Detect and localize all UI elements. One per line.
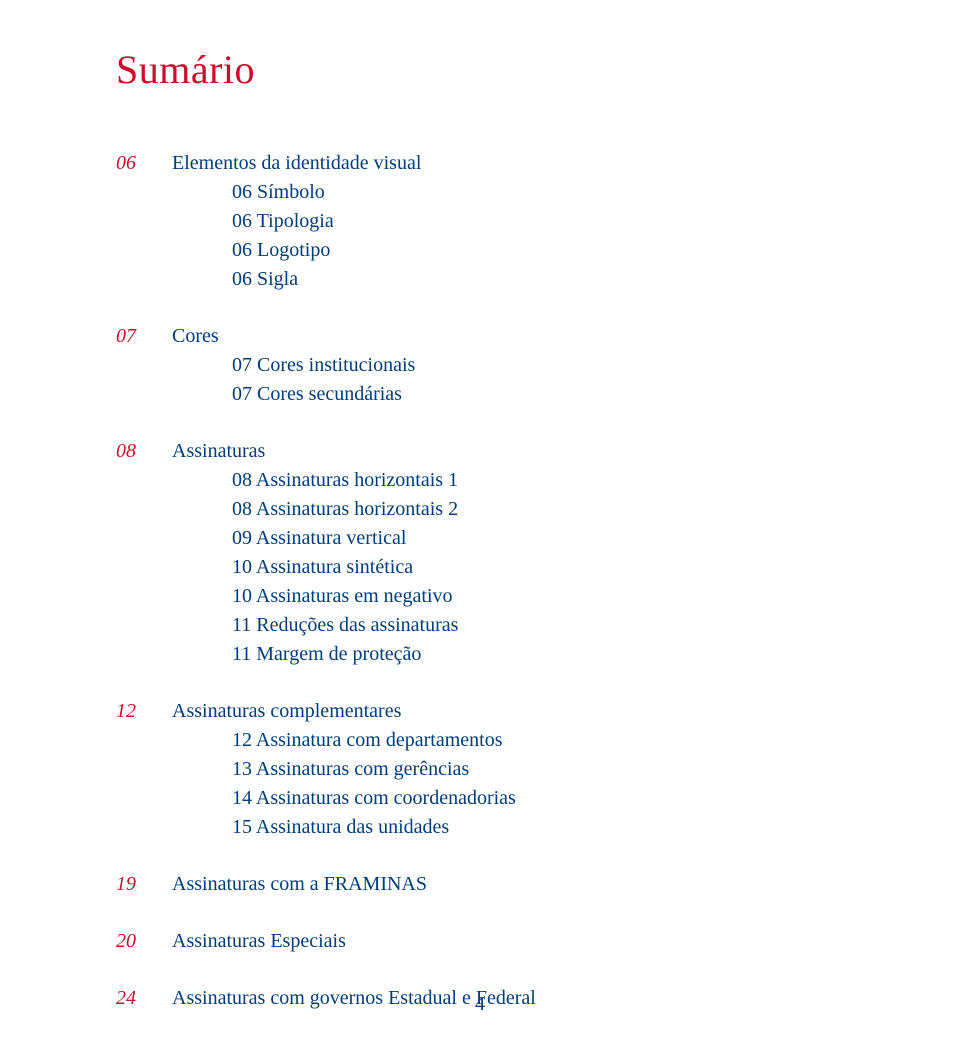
toc-subitem: 06 Símbolo bbox=[172, 178, 421, 207]
toc-subitem: 11 Margem de proteção bbox=[172, 640, 458, 669]
toc-subitem: 14 Assinaturas com coordenadorias bbox=[172, 784, 516, 813]
toc-subitem: 13 Assinaturas com gerências bbox=[172, 755, 516, 784]
toc-section-title: Elementos da identidade visual bbox=[172, 152, 421, 174]
toc-subitem: 08 Assinaturas horizontais 2 bbox=[172, 495, 458, 524]
toc-section-body: Cores 07 Cores institucionais07 Cores sec… bbox=[172, 322, 415, 409]
toc-section-title: Assinaturas com a FRAMINAS bbox=[172, 873, 427, 895]
toc-section-body: Assinaturas Especiais bbox=[172, 927, 346, 956]
toc-section-number: 12 bbox=[116, 697, 172, 726]
toc-section-title: Assinaturas complementares bbox=[172, 700, 401, 722]
toc-section-title: Cores bbox=[172, 325, 219, 347]
toc-section-body: Assinaturas complementares 12 Assinatura … bbox=[172, 697, 516, 842]
toc-section: 12Assinaturas complementares 12 Assinatur… bbox=[116, 697, 960, 842]
toc-subitem: 06 Logotipo bbox=[172, 236, 421, 265]
page-number: 4 bbox=[0, 993, 960, 1016]
toc-subitem: 09 Assinatura vertical bbox=[172, 524, 458, 553]
toc-section-title: Assinaturas Especiais bbox=[172, 930, 346, 952]
toc-section-title: Assinaturas bbox=[172, 440, 265, 462]
toc-section-body: Elementos da identidade visual 06 Símbolo… bbox=[172, 149, 421, 294]
toc-subitem: 11 Reduções das assinaturas bbox=[172, 611, 458, 640]
page: Sumário 06Elementos da identidade visual… bbox=[0, 0, 960, 1013]
toc-section-number: 19 bbox=[116, 870, 172, 899]
toc-section-body: Assinaturas com a FRAMINAS bbox=[172, 870, 427, 899]
table-of-contents: 06Elementos da identidade visual 06 Símbo… bbox=[116, 149, 960, 1013]
toc-section-number: 06 bbox=[116, 149, 172, 178]
toc-section: 06Elementos da identidade visual 06 Símbo… bbox=[116, 149, 960, 294]
toc-section-number: 20 bbox=[116, 927, 172, 956]
toc-section: 07Cores 07 Cores institucionais07 Cores s… bbox=[116, 322, 960, 409]
toc-section-number: 08 bbox=[116, 437, 172, 466]
toc-subitem: 08 Assinaturas horizontais 1 bbox=[172, 466, 458, 495]
toc-subitem: 06 Tipologia bbox=[172, 207, 421, 236]
toc-subitem: 15 Assinatura das unidades bbox=[172, 813, 516, 842]
toc-section-number: 07 bbox=[116, 322, 172, 351]
toc-subitem: 10 Assinatura sintética bbox=[172, 553, 458, 582]
toc-subitem: 12 Assinatura com departamentos bbox=[172, 726, 516, 755]
toc-subitem: 06 Sigla bbox=[172, 265, 421, 294]
page-title: Sumário bbox=[116, 46, 960, 93]
toc-subitem: 07 Cores secundárias bbox=[172, 380, 415, 409]
toc-section: 20Assinaturas Especiais bbox=[116, 927, 960, 956]
toc-subitem: 10 Assinaturas em negativo bbox=[172, 582, 458, 611]
toc-subitem: 07 Cores institucionais bbox=[172, 351, 415, 380]
toc-section: 19Assinaturas com a FRAMINAS bbox=[116, 870, 960, 899]
toc-section-body: Assinaturas08 Assinaturas horizontais 10… bbox=[172, 437, 458, 669]
toc-section: 08Assinaturas 08 Assinaturas horizontais … bbox=[116, 437, 960, 669]
